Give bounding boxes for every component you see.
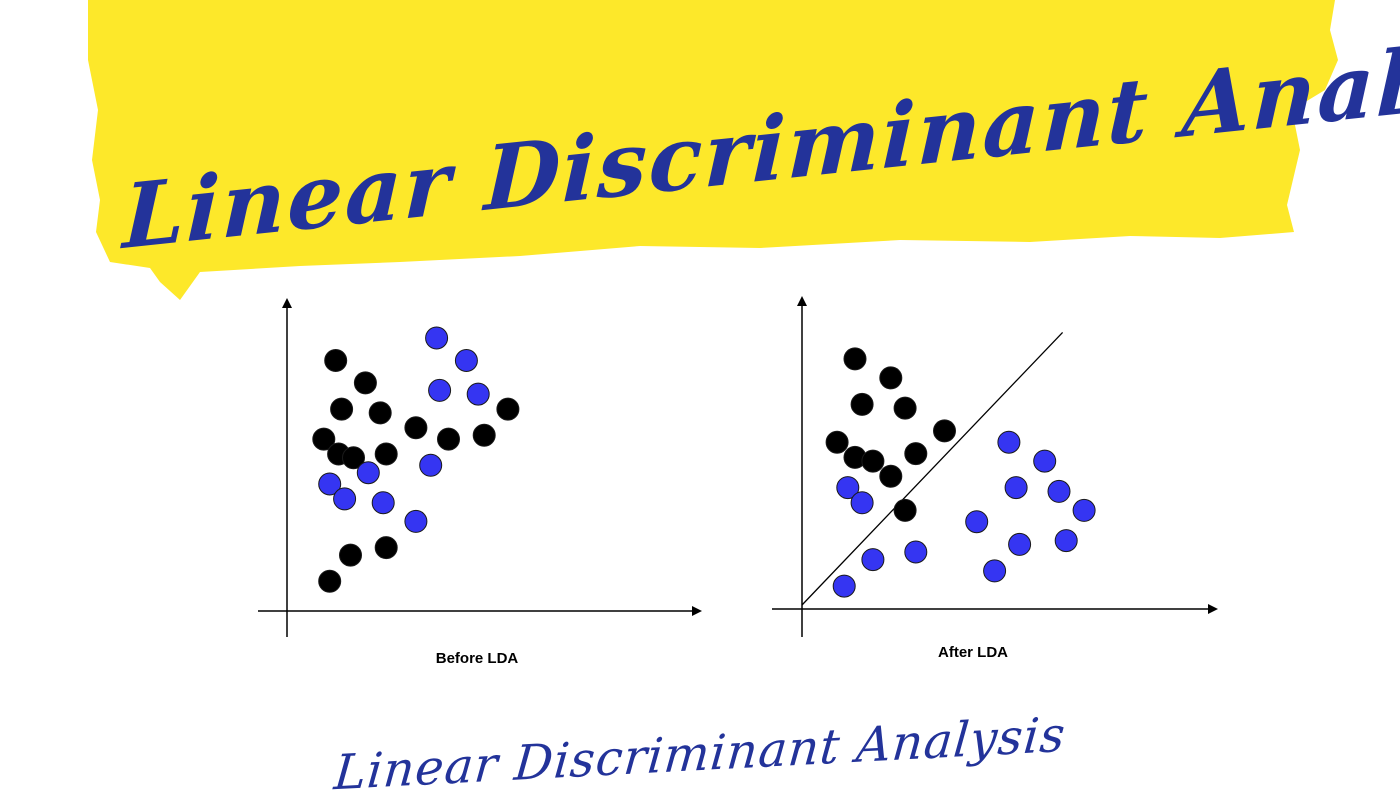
after-lda-point-class-2 (1008, 532, 1032, 556)
before-lda-point-class-1 (374, 536, 398, 560)
before-lda-point-class-2 (419, 453, 443, 477)
before-lda-point-class-1 (330, 397, 354, 421)
after-lda-point-class-1 (879, 464, 903, 488)
before-lda-point-class-2 (318, 472, 342, 496)
before-lda-points (312, 326, 520, 593)
after-lda-point-class-2 (836, 476, 860, 500)
after-lda-point-class-2 (1033, 449, 1057, 473)
before-lda-point-class-1 (324, 349, 348, 372)
before-lda-point-class-1 (404, 416, 428, 440)
before-lda-point-class-1 (437, 427, 460, 451)
after-lda-point-class-2 (861, 548, 885, 572)
after-lda-point-class-1 (893, 498, 917, 522)
after-lda-point-class-2 (1047, 479, 1071, 503)
before-lda-point-class-2 (425, 326, 449, 350)
before-lda-point-class-1 (342, 446, 365, 470)
after-lda-point-class-1 (933, 419, 956, 443)
before-lda-point-class-1 (368, 401, 392, 425)
before-lda-point-class-2 (454, 349, 478, 372)
after-lda-caption: After LDA (938, 644, 1008, 661)
after-lda-point-class-2 (983, 559, 1007, 583)
before-lda-point-class-1 (353, 371, 377, 395)
after-lda-point-class-1 (879, 366, 903, 390)
after-lda-point-class-2 (965, 510, 989, 534)
before-lda-point-class-1 (374, 442, 398, 466)
before-lda-caption: Before LDA (436, 650, 519, 667)
before-lda-point-class-2 (371, 491, 395, 515)
before-lda-point-class-1 (312, 427, 336, 451)
before-lda-point-class-2 (333, 487, 357, 511)
before-lda-point-class-2 (428, 378, 452, 402)
after-lda-point-class-2 (997, 430, 1021, 454)
after-lda-point-class-2 (832, 574, 856, 598)
after-lda-points (825, 347, 1096, 598)
before-lda-plot: Before LDA (258, 298, 702, 667)
after-lda-point-class-2 (1004, 476, 1028, 500)
lda-decision-boundary (801, 331, 1064, 606)
after-lda-point-class-1 (904, 442, 928, 466)
before-lda-point-class-1 (472, 423, 496, 447)
after-lda-point-class-2 (904, 540, 928, 564)
before-lda-point-class-1 (318, 569, 342, 593)
before-lda-point-class-1 (339, 543, 362, 567)
banner-brush-stroke (88, 0, 1338, 300)
before-lda-point-class-2 (356, 461, 380, 485)
before-lda-point-class-2 (404, 509, 428, 533)
before-lda-point-class-2 (466, 382, 490, 406)
after-lda-plot: After LDA (772, 296, 1218, 661)
after-lda-point-class-1 (843, 347, 867, 371)
before-lda-point-class-1 (496, 397, 520, 421)
after-lda-point-class-2 (1072, 498, 1096, 522)
after-lda-point-class-1 (861, 449, 885, 473)
after-lda-point-class-1 (850, 392, 874, 416)
after-lda-point-class-1 (893, 396, 917, 420)
after-lda-point-class-1 (825, 430, 849, 454)
banner-background (88, 0, 1338, 300)
after-lda-point-class-2 (850, 491, 874, 515)
after-lda-point-class-2 (1054, 529, 1078, 553)
